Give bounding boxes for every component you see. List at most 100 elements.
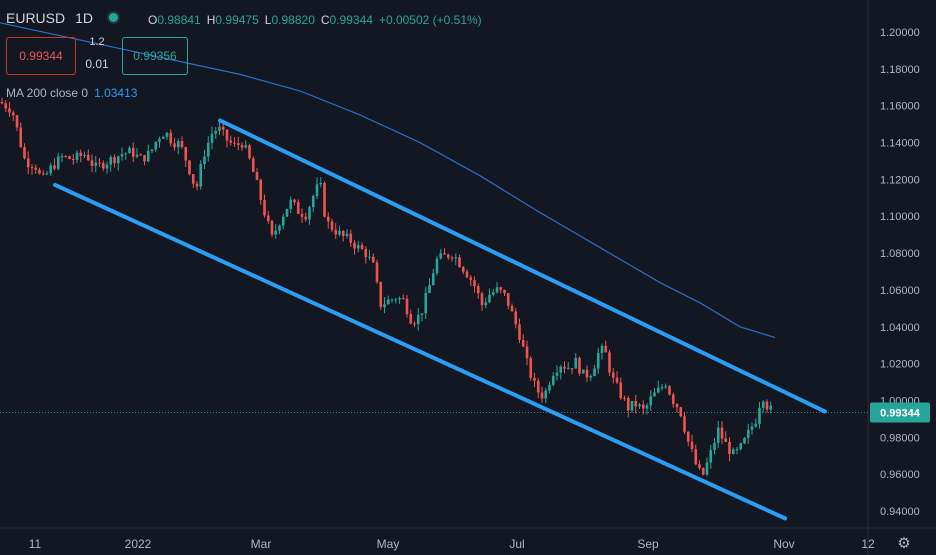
y-tick-label: 1.18000 <box>880 64 920 76</box>
candle-body <box>124 153 128 155</box>
candle-body <box>285 208 289 217</box>
candle-body <box>574 357 578 369</box>
y-tick-label: 1.12000 <box>880 174 920 186</box>
candle-body <box>570 368 574 370</box>
candle-body <box>75 152 79 160</box>
candle-body <box>435 258 439 274</box>
candle-body <box>38 169 41 174</box>
candle-body <box>353 242 356 249</box>
sell-button[interactable]: 0.99344 <box>6 37 76 75</box>
candle-body <box>98 162 101 164</box>
candle-body <box>49 165 53 174</box>
settings-gear-icon[interactable]: ⚙ <box>897 535 910 552</box>
candle-body <box>420 313 424 316</box>
x-tick-label: 12 <box>861 537 875 551</box>
y-tick-label: 1.16000 <box>880 101 920 113</box>
candle-body <box>469 277 473 281</box>
candle-body <box>23 147 26 159</box>
candle-body <box>694 449 698 465</box>
candle-body <box>503 289 506 294</box>
candle-body <box>266 215 270 221</box>
candle-body <box>593 368 596 377</box>
candle-body <box>390 299 394 301</box>
candle-body <box>278 225 281 231</box>
y-tick-label: 1.02000 <box>880 359 920 371</box>
candle-body <box>296 202 300 214</box>
candle-body <box>71 158 75 160</box>
ohlc-legend: O0.98841 H0.99475 L0.98820 C0.99344 +0.00502… <box>148 13 482 27</box>
candle-body <box>203 156 206 165</box>
symbol-header[interactable]: EURUSD 1D <box>6 10 121 26</box>
candle-body <box>514 311 518 325</box>
candle-body <box>120 154 124 157</box>
candle-body <box>611 372 615 378</box>
candle-body <box>671 394 675 405</box>
candle-body <box>289 199 293 209</box>
candle-body <box>270 220 274 235</box>
x-tick-label: 2022 <box>125 537 152 551</box>
timeframe-label[interactable]: 1D <box>75 10 94 26</box>
candle-body <box>334 229 338 235</box>
y-tick-label: 1.14000 <box>880 138 920 150</box>
candle-body <box>371 256 375 263</box>
candle-body <box>555 372 559 376</box>
candle-body <box>518 324 521 340</box>
candle-body <box>619 382 623 399</box>
candle-body <box>150 149 154 151</box>
y-tick-label: 0.96000 <box>880 469 920 481</box>
ma-legend[interactable]: MA 200 close 0 1.03413 <box>6 86 137 100</box>
candle-body <box>154 141 158 150</box>
candle-body <box>540 392 544 399</box>
ma-value: 1.03413 <box>94 86 138 100</box>
candle-body <box>225 129 229 141</box>
buy-button[interactable]: 0.99356 <box>122 37 188 75</box>
candle-body <box>488 294 491 303</box>
y-tick-label: 0.94000 <box>880 506 920 518</box>
candle-body <box>143 155 146 162</box>
candle-body <box>480 293 484 306</box>
candle-body <box>660 387 664 389</box>
candle-body <box>491 292 495 295</box>
candle-body <box>686 431 690 442</box>
candle-body <box>596 353 600 369</box>
candle-body <box>345 233 349 237</box>
candle-body <box>101 162 105 169</box>
candle-body <box>454 257 458 259</box>
y-tick-label: 1.20000 <box>880 27 920 39</box>
candle-body <box>263 199 266 216</box>
candle-body <box>566 368 570 370</box>
candle-body <box>338 230 341 235</box>
candle-body <box>113 157 116 164</box>
candle-body <box>251 158 255 173</box>
candle-body <box>315 184 319 197</box>
candle-body <box>424 293 428 314</box>
candle-body <box>191 174 195 184</box>
candle-body <box>458 257 461 268</box>
candle-body <box>769 405 773 410</box>
candle-body <box>210 133 214 143</box>
candle-body <box>746 429 750 439</box>
candle-body <box>499 287 503 290</box>
candle-body <box>428 285 431 294</box>
candle-body <box>563 366 566 369</box>
candle-body <box>236 143 240 145</box>
y-tick-label: 1.08000 <box>880 248 920 260</box>
candle-body <box>641 404 645 409</box>
ohlc-low: 0.98820 <box>271 13 315 27</box>
candle-body <box>341 230 345 237</box>
candle-body <box>754 423 758 427</box>
market-status-icon <box>107 11 121 24</box>
candle-body <box>765 401 769 410</box>
candle-body <box>653 392 656 397</box>
candle-body <box>109 157 113 165</box>
candle-body <box>473 280 476 287</box>
candle-body <box>116 156 120 164</box>
candle-body <box>30 167 34 169</box>
candle-body <box>158 138 161 142</box>
candle-body <box>720 427 724 439</box>
candle-body <box>709 450 713 463</box>
candle-body <box>244 145 248 148</box>
candle-body <box>240 144 244 148</box>
symbol-name[interactable]: EURUSD <box>6 10 66 26</box>
